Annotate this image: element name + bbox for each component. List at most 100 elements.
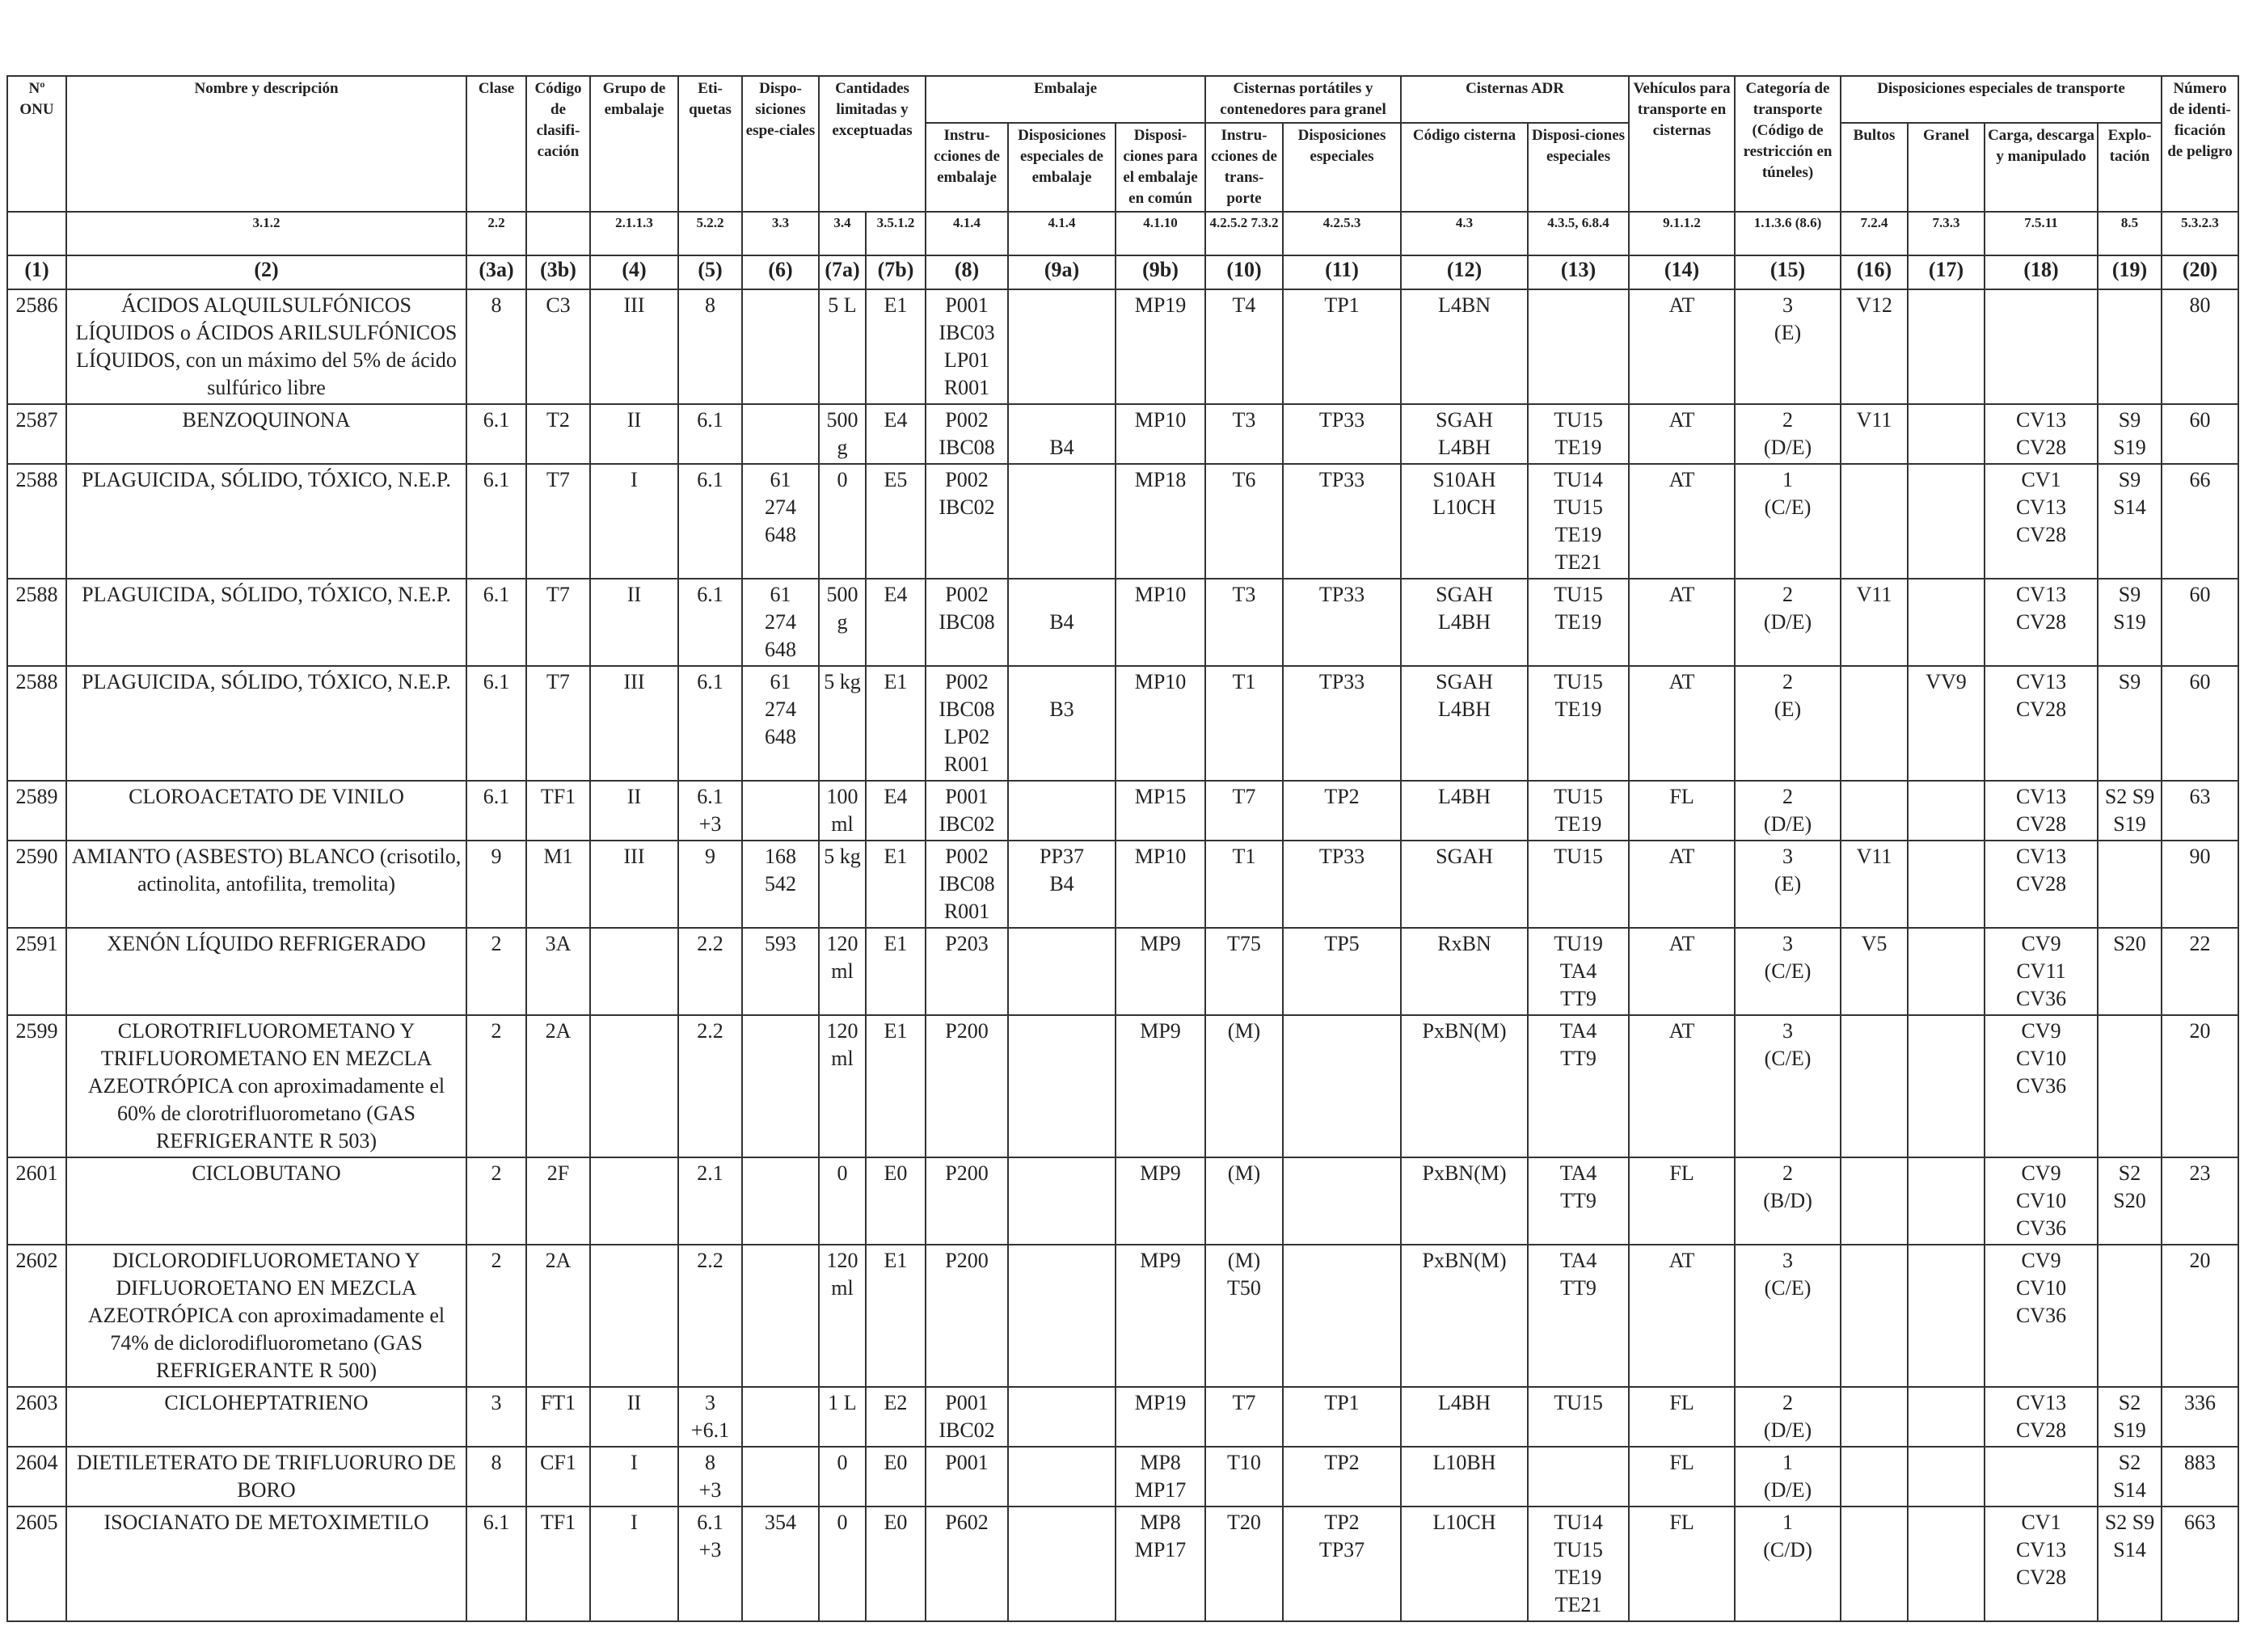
table-cell: CV13 CV28: [1984, 780, 2099, 841]
table-cell: 6.1: [677, 578, 743, 667]
table-cell: [589, 1014, 679, 1158]
table-cell: P200: [925, 1014, 1009, 1158]
table-cell: T7: [525, 463, 591, 579]
table-cell: P001 IBC03 LP01 R001: [925, 289, 1009, 405]
table-cell: III: [589, 289, 679, 405]
column-number: (6): [741, 255, 820, 290]
table-cell: 1 (D/E): [1734, 1446, 1842, 1507]
table-cell: TP33: [1281, 578, 1402, 667]
substance-name-cell: PLAGUICIDA, SÓLIDO, TÓXICO, N.E.P.: [65, 578, 467, 667]
table-cell: AT: [1628, 578, 1736, 667]
table-cell: E1: [865, 289, 926, 405]
table-cell: E4: [865, 780, 926, 841]
table-cell: L10CH: [1400, 1506, 1529, 1622]
table-cell: AT: [1628, 403, 1736, 465]
table-cell: E5: [865, 463, 926, 579]
table-cell: S2 S14: [2097, 1446, 2163, 1507]
table-row: 2588 PLAGUICIDA, SÓLIDO, TÓXICO, N.E.P. 6.…: [6, 665, 2240, 782]
un-number-cell: 2591: [6, 927, 67, 1016]
table-cell: S2 S20: [2097, 1157, 2163, 1245]
table-cell: E1: [865, 840, 926, 929]
table-cell: 1 (C/E): [1734, 463, 1842, 579]
column-number: (4): [589, 255, 679, 290]
table-cell: [1907, 1446, 1986, 1507]
table-cell: II: [589, 403, 679, 465]
table-cell: E2: [865, 1386, 926, 1448]
table-cell: 2 (B/D): [1734, 1157, 1842, 1245]
table-cell: CV9 CV10 CV36: [1984, 1014, 2099, 1158]
table-cell: CV13 CV28: [1984, 403, 2099, 465]
table-cell: (M): [1204, 1157, 1284, 1245]
table-cell: 663: [2161, 1506, 2240, 1622]
un-number-cell: 2604: [6, 1446, 67, 1507]
table-cell: 61 274 648: [741, 463, 820, 579]
table-cell: II: [589, 578, 679, 667]
table-cell: MP9: [1115, 927, 1206, 1016]
table-row: 2591 XENÓN LÍQUIDO REFRIGERADO 2 3A 2.2 593 12…: [6, 927, 2240, 1016]
table-cell: E1: [865, 665, 926, 782]
table-row: 2599 CLOROTRIFLUOROMETANO Y TRIFLUOROMETA…: [6, 1014, 2240, 1158]
table-cell: 120 ml: [818, 1014, 867, 1158]
table-cell: [1007, 1157, 1116, 1245]
table-cell: V11: [1840, 403, 1909, 465]
table-cell: 2.2: [677, 1244, 743, 1388]
table-cell: [1907, 463, 1986, 579]
substance-name-cell: CICLOBUTANO: [65, 1157, 467, 1245]
table-cell: 2: [466, 1157, 527, 1245]
table-cell: CV13 CV28: [1984, 1386, 2099, 1448]
table-row: 2602 DICLORODIFLUOROMETANO Y DIFLUOROETAN…: [6, 1244, 2240, 1388]
table-cell: AT: [1628, 1014, 1736, 1158]
table-cell: MP18: [1115, 463, 1206, 579]
header-special-packing-provisions: Disposiciones especiales de embalaje: [1007, 122, 1116, 213]
header-special-transport-provisions: Disposiciones especiales de transporte: [1840, 75, 2163, 124]
column-number: (3a): [466, 255, 527, 290]
table-cell: 6.1: [677, 665, 743, 782]
table-cell: III: [589, 665, 679, 782]
table-cell: 0: [818, 1506, 867, 1622]
table-cell: TP33: [1281, 665, 1402, 782]
table-cell: P002 IBC08 LP02 R001: [925, 665, 1009, 782]
table-cell: I: [589, 1446, 679, 1507]
un-number-cell: 2602: [6, 1244, 67, 1388]
table-cell: MP8 MP17: [1115, 1446, 1206, 1507]
column-number: (10): [1204, 255, 1284, 290]
table-cell: TU14 TU15 TE19 TE21: [1527, 463, 1630, 579]
column-number: (16): [1840, 255, 1909, 290]
table-cell: S9: [2097, 665, 2163, 782]
header-portable-tanks: Cisternas portátiles y contenedores para…: [1204, 75, 1402, 124]
table-cell: L4BH: [1400, 1386, 1529, 1448]
reference-cell: 8.5: [2097, 211, 2163, 256]
table-cell: [589, 927, 679, 1016]
column-number: (13): [1527, 255, 1630, 290]
substance-name-cell: ISOCIANATO DE METOXIMETILO: [65, 1506, 467, 1622]
table-cell: FL: [1628, 1506, 1736, 1622]
table-cell: 6.1 +3: [677, 780, 743, 841]
table-cell: 120 ml: [818, 927, 867, 1016]
table-cell: [1840, 1244, 1909, 1388]
table-cell: S10AH L10CH: [1400, 463, 1529, 579]
table-cell: E4: [865, 578, 926, 667]
header-tank-vehicles: Vehículos para transporte en cisternas: [1628, 75, 1736, 213]
reference-cell: 2.2: [466, 211, 527, 256]
table-cell: FT1: [525, 1386, 591, 1448]
table-cell: TP33: [1281, 403, 1402, 465]
table-cell: P001: [925, 1446, 1009, 1507]
table-cell: T3: [1204, 578, 1284, 667]
table-cell: AT: [1628, 289, 1736, 405]
table-cell: 0: [818, 463, 867, 579]
table-cell: T7: [1204, 1386, 1284, 1448]
column-number: (7a): [818, 255, 867, 290]
table-cell: 6.1: [466, 403, 527, 465]
table-cell: 5 L: [818, 289, 867, 405]
table-cell: E1: [865, 1244, 926, 1388]
table-cell: P200: [925, 1157, 1009, 1245]
table-cell: 9: [466, 840, 527, 929]
reference-cell: 4.1.4: [925, 211, 1009, 256]
table-cell: P203: [925, 927, 1009, 1016]
table-cell: MP10: [1115, 578, 1206, 667]
table-cell: 168 542: [741, 840, 820, 929]
table-cell: [741, 1157, 820, 1245]
table-cell: P002 IBC02: [925, 463, 1009, 579]
table-cell: CV13 CV28: [1984, 665, 2099, 782]
table-cell: 120 ml: [818, 1244, 867, 1388]
